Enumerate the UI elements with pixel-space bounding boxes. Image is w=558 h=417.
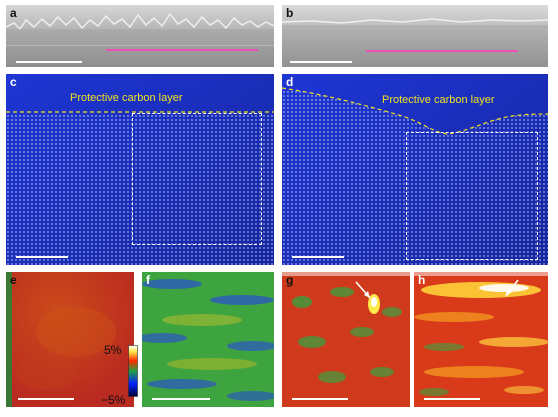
panel-f-scale-bar [152, 398, 210, 400]
panel-f-image [142, 272, 274, 407]
panel-d-image [282, 74, 548, 265]
panel-e-label: e [10, 273, 17, 287]
panel-h-label: h [418, 273, 426, 287]
panel-a: a [6, 5, 274, 67]
panel-e-scale-bar [18, 398, 74, 400]
panel-g-arrow-icon [355, 281, 371, 299]
panel-c-image [6, 74, 274, 265]
panel-a-label: a [10, 6, 17, 20]
panel-h-arrow-icon [505, 279, 519, 297]
panel-c-label: c [10, 75, 17, 89]
panel-c-carbon-label: Protective carbon layer [70, 92, 183, 104]
panel-d: d Protective carbon layer [282, 74, 548, 265]
colorbar [128, 345, 138, 397]
panel-h: h [414, 272, 548, 407]
colorbar-gradient [128, 345, 138, 397]
colorbar-min-label: −5% [101, 393, 126, 407]
panel-b-label: b [286, 6, 294, 20]
panel-b-image [282, 5, 548, 67]
panel-c-roi-box [132, 113, 262, 245]
panel-e: e [6, 272, 134, 407]
panel-f-label: f [146, 273, 150, 287]
panel-a-scale-bar [16, 61, 82, 63]
panel-h-image [414, 272, 548, 407]
panel-g-scale-bar [292, 398, 348, 400]
panel-c-scale-bar [16, 256, 68, 258]
panel-g-label: g [286, 273, 294, 287]
panel-g-image [282, 272, 410, 407]
panel-e-image [6, 272, 134, 407]
panel-b-scale-bar [290, 61, 352, 63]
panel-a-image [6, 5, 274, 67]
panel-b: b [282, 5, 548, 67]
panel-h-scale-bar [424, 398, 480, 400]
panel-d-scale-bar [292, 256, 344, 258]
panel-d-roi-box [406, 132, 538, 260]
panel-b-marker-line [366, 50, 518, 52]
panel-f: f [142, 272, 274, 407]
panel-g: g [282, 272, 410, 407]
colorbar-max-label: 5% [104, 343, 122, 357]
panel-d-carbon-label: Protective carbon layer [382, 94, 495, 106]
panel-c: c Protective carbon layer [6, 74, 274, 265]
panel-d-label: d [286, 75, 294, 89]
panel-a-marker-line [106, 49, 258, 51]
